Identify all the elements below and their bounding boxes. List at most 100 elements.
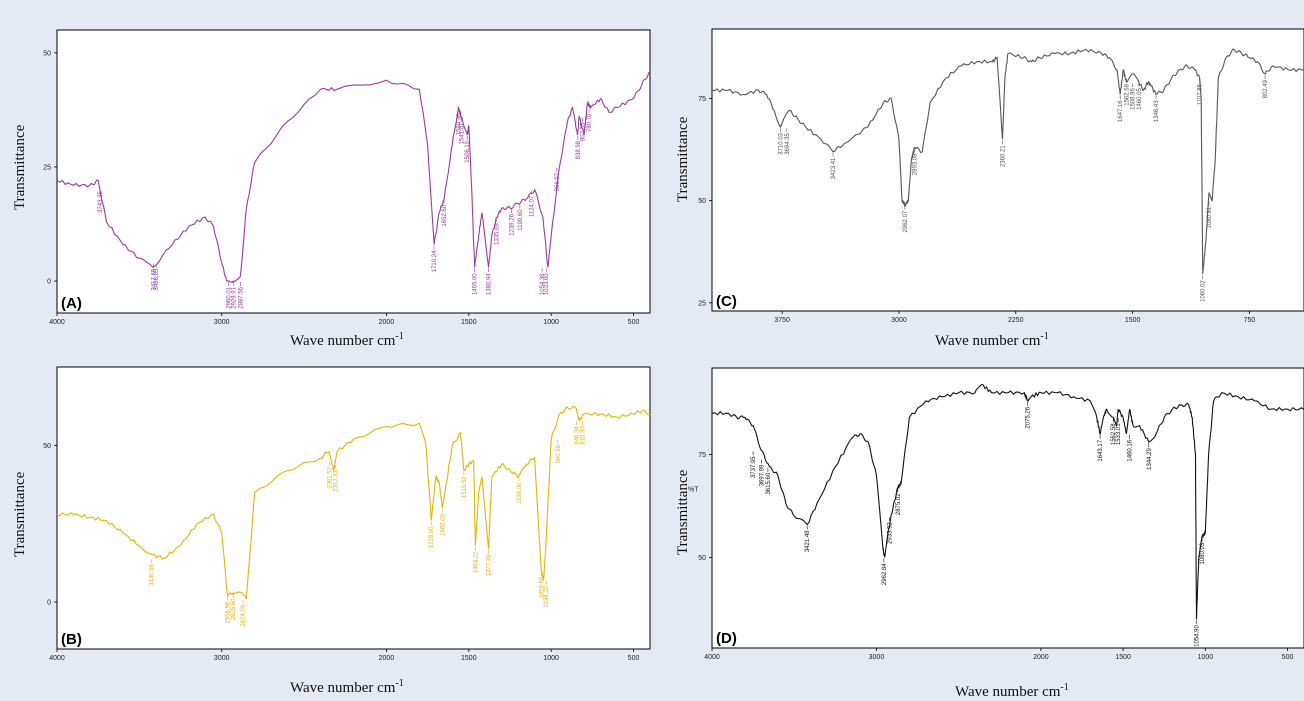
ftir-chart-svg: 4000 3000 2000 1500 1000 500 0 50 3430.56 2956.56… [43,366,651,662]
peak-label: 846.34 [575,426,581,445]
peak-label: 2925.60 [231,598,237,620]
peak-label: 1346.43 [1154,100,1160,122]
x-tick-label: 1500 [1125,317,1141,324]
spectrum-line [711,48,1304,275]
ftir-panel-b: 4000 3000 2000 1500 1000 500 0 50 3430.56 2956.56… [0,355,651,698]
peak-label: 3743.35 [98,191,104,213]
y-unit-label: %T [688,487,699,494]
ftir-chart-svg: 4000 3000 2000 1500 1000 500 50 75 3737.95 3697.9… [688,367,1304,661]
x-axis-label: Wave number cm-1 [935,331,1049,349]
peak-label: 1662.00 [440,513,446,535]
peak-label: 1107.86 [1198,83,1204,105]
peak-label: 1335.69 [494,222,500,244]
y-tick-label: 75 [698,452,706,459]
peak-label: 1054.90 [1194,625,1200,647]
peak-label: 1239.26 [510,213,516,235]
peak-label: 1460.05 [1137,87,1143,109]
ftir-chart-svg: 3750 3000 2250 1500 750 25 50 75 3710.03 3694.35 3… [698,28,1304,324]
peak-label: 1647.16 [1118,100,1124,122]
y-tick-label: 75 [698,96,706,103]
y-tick-label: 0 [47,600,51,607]
peak-label: 2962.07 [903,210,909,232]
peak-label: 1034.20 [544,585,550,607]
x-tick-label: 3000 [869,654,885,661]
peak-label: 3417.65 [151,268,157,290]
peak-label: 1590.36 [456,113,462,135]
peak-label: 1460.16 [1128,439,1134,461]
peak-label: 2933.92 [888,522,894,544]
peak-label: 2960.01 [226,286,232,308]
peak-label: 1519.52 [462,476,468,498]
peak-label: 802.49 [1263,79,1269,98]
x-tick-label: 1000 [543,655,559,662]
peak-label: 2361.52 [328,466,334,488]
peak-label: 2312.33 [333,469,339,491]
x-tick-label: 3000 [891,317,907,324]
ftir-panel-a: 4000 3000 2000 1500 1000 500 0 25 50 3417.65 3408.… [0,10,651,349]
peak-label: 780.70 [587,113,593,132]
peak-label: 1643.17 [1098,439,1104,461]
x-tick-label: 3750 [774,317,790,324]
ftir-chart-svg: 4000 3000 2000 1500 1000 500 0 25 50 3417.653408.… [43,29,651,326]
x-axis-label-exponent: -1 [395,678,404,689]
y-axis-label: Transmittance [12,471,28,557]
x-tick-label: 1500 [461,319,477,326]
peak-label: 3430.56 [150,563,156,585]
peak-label: 1728.00 [429,526,435,548]
x-tick-label: 2000 [379,655,395,662]
peak-label: 2928.91 [231,286,237,308]
x-tick-label: 2000 [1033,654,1049,661]
peak-label: 1652.60 [442,204,448,226]
peak-label: 1080.81 [1207,206,1213,228]
peak-label: 3697.99 [759,464,765,486]
plot-area [711,367,1304,649]
y-tick-label: 50 [43,50,51,57]
peak-label: 2893.08 [913,153,919,175]
peak-label: 1533.01 [1116,423,1122,445]
peak-label: 3694.35 [785,132,791,154]
peak-label: 3423.41 [831,157,837,179]
x-tick-label: 500 [628,655,640,662]
x-tick-label: 1500 [1115,654,1131,661]
peak-label: 1190.60 [518,209,524,231]
y-axis-label: Transmittance [675,116,691,202]
spectrum-line [711,383,1304,620]
y-tick-label: 25 [698,300,706,307]
peak-label: 1344.29 [1147,447,1153,469]
y-tick-label: 0 [47,279,51,286]
peak-label: 2075.26 [1026,406,1032,428]
peak-label: 2887.56 [238,286,244,308]
y-tick-label: 50 [698,555,706,562]
x-tick-label: 4000 [49,319,65,326]
x-tick-label: 500 [628,319,640,326]
x-tick-label: 750 [1244,317,1256,324]
panel-label: (C) [716,293,737,310]
y-axis-label: Transmittance [675,469,691,555]
plot-area [711,28,1304,312]
x-tick-label: 4000 [49,655,65,662]
panel-label: (D) [716,630,737,647]
peak-label: 2360.21 [1001,145,1007,167]
peak-label: 2962.84 [882,563,888,585]
y-axis-label: Transmittance [12,124,28,210]
x-tick-label: 3000 [214,319,230,326]
x-tick-label: 2000 [379,319,395,326]
x-axis-label: Wave number cm-1 [290,331,404,349]
peak-label: 3408.05 [154,268,160,290]
x-tick-label: 1000 [543,319,559,326]
panel-label: (A) [61,295,82,312]
peak-label: 3737.95 [751,456,757,478]
ftir-panel-c: 3750 3000 2250 1500 750 25 50 75 3710.03 3694.35 3… [660,12,1304,352]
plot-area [56,366,651,650]
peak-label: 810.30 [580,426,586,445]
peak-label: 3710.03 [779,132,785,154]
peak-label: 1060.02 [1201,280,1207,302]
x-tick-label: 4000 [704,654,720,661]
peak-label: 1463.22 [473,551,479,573]
x-tick-label: 500 [1282,654,1294,661]
x-tick-label: 1000 [1198,654,1214,661]
peak-label: 2956.56 [225,601,231,623]
peak-label: 960.56 [556,444,562,463]
peak-label: 1124.07 [529,195,535,217]
spectrum-line [56,70,651,284]
